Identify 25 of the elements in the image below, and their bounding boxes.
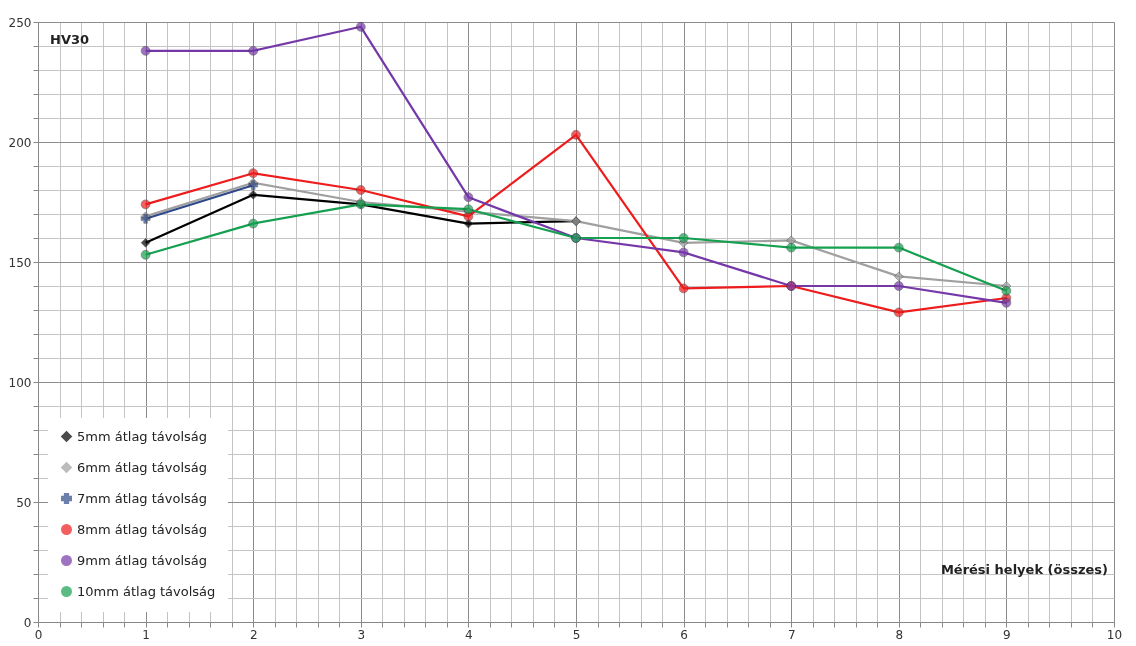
y-tick-label: 250 (8, 15, 32, 30)
x-tick-label: 1 (142, 627, 150, 642)
x-tick-label: 6 (680, 627, 688, 642)
legend-label: 6mm átlag távolság (77, 459, 208, 475)
x-tick-label: 0 (34, 627, 43, 642)
legend-label: 8mm átlag távolság (77, 521, 208, 537)
legend-label: 9mm átlag távolság (77, 552, 208, 568)
x-tick-label: 5 (572, 627, 581, 642)
legend-label: 7mm átlag távolság (77, 490, 208, 506)
y-tick-label: 100 (8, 375, 32, 390)
y-tick-label: 0 (23, 615, 32, 630)
x-tick-label: 8 (895, 627, 904, 642)
legend-label: 10mm átlag távolság (77, 583, 216, 599)
y-tick-label: 150 (8, 255, 32, 270)
x-tick-label: 7 (787, 627, 796, 642)
y-tick-label: 200 (8, 135, 32, 150)
y-tick-label: 50 (16, 495, 32, 510)
x-tick-label: 3 (357, 627, 366, 642)
x-tick-label: 2 (249, 627, 258, 642)
x-tick-label: 9 (1003, 627, 1011, 642)
x-tick-label: 10 (1106, 627, 1123, 642)
y-axis-title: HV30 (50, 32, 90, 47)
x-axis-title: Mérési helyek (összes) (940, 562, 1108, 577)
x-tick-label: 4 (465, 627, 473, 642)
legend-label: 5mm átlag távolság (77, 428, 208, 444)
